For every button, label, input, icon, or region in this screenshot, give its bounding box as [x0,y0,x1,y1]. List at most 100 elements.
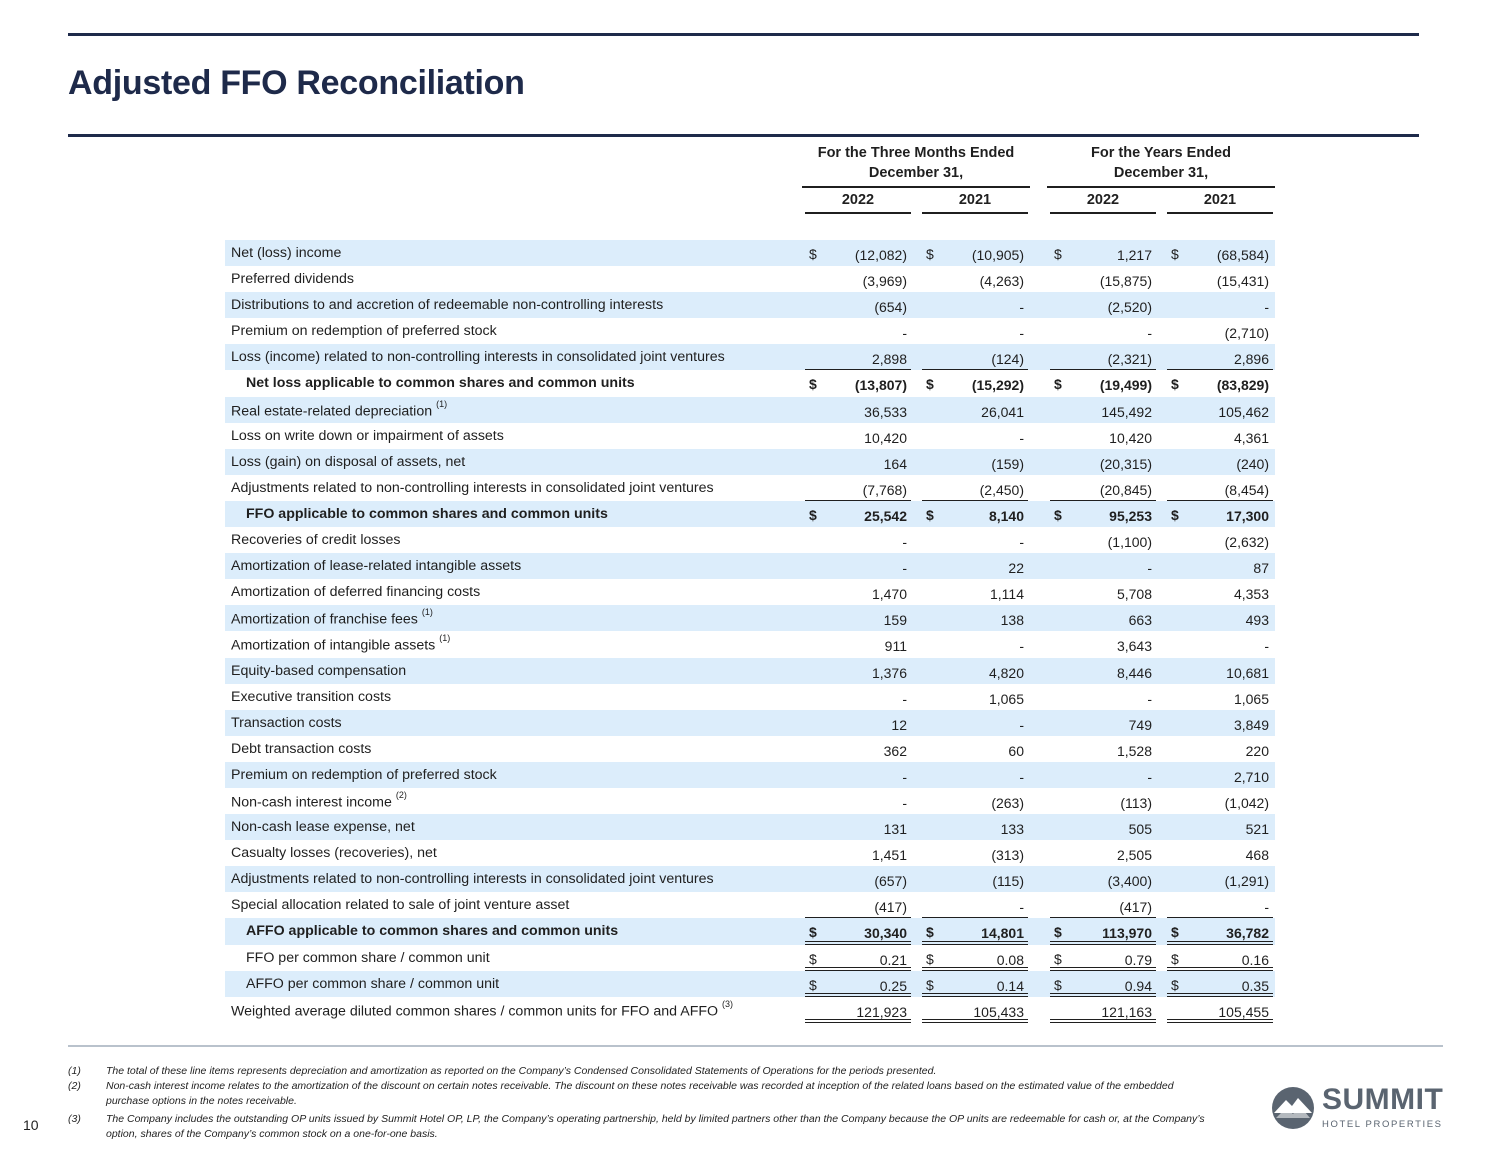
value-number: 133 [1000,821,1024,838]
value-number: 4,361 [1233,429,1269,446]
value-number: 113,970 [1102,925,1152,942]
value-cell: (417) [1050,892,1156,919]
value-cell: - [1167,292,1273,318]
value-cell: $1,217 [1050,240,1156,266]
value-number: 17,300 [1226,507,1269,524]
year-rule [922,212,1028,214]
value-number: - [1019,325,1024,342]
value-number: - [902,560,907,577]
row-label: Loss (income) related to non-controlling… [231,349,725,365]
value-number: (657) [874,873,907,890]
title-rule [68,134,1419,137]
value-number: (13,807) [854,377,907,394]
value-number: - [902,325,907,342]
row-label-text: Amortization of intangible assets [231,638,436,655]
row-label-text: Equity-based compensation [231,662,407,679]
dollar-sign: $ [1054,924,1062,941]
row-label-text: Casualty losses (recoveries), net [231,845,437,862]
value-number: 2,505 [1116,847,1152,864]
table-row: Amortization of intangible assets (1) 911… [225,631,1275,657]
value-number: - [1019,299,1024,316]
table-row: Debt transaction costs 362 60 1,528 220 [225,736,1275,762]
row-label: Net loss applicable to common shares and… [246,375,635,391]
value-number: (1,291) [1224,873,1269,890]
value-cell: - [1167,892,1273,919]
dollar-sign: $ [926,924,934,941]
value-cell: 105,462 [1167,397,1273,423]
value-cell: 493 [1167,605,1273,631]
value-cell: - [922,710,1028,736]
value-number: 95,253 [1109,507,1152,524]
value-cell: $0.14 [922,971,1028,997]
value-cell: $30,340 [805,918,911,945]
value-cell: - [922,423,1028,449]
year-header: 2021 [1203,192,1237,208]
value-cell: 105,455 [1167,997,1273,1023]
value-cell: - [922,762,1028,788]
value-cell: (313) [922,840,1028,866]
value-number: (2,710) [1224,325,1269,342]
cell-underline [1167,992,1273,997]
value-number: 36,782 [1226,925,1269,942]
row-label: Amortization of franchise fees (1) [231,607,433,628]
value-number: 0.08 [996,951,1024,968]
footnote-rule [68,1045,1443,1047]
value-number: 1,065 [988,690,1024,707]
value-number: (3,400) [1107,873,1152,890]
value-number: - [1264,899,1269,916]
value-number: 105,462 [1218,403,1269,420]
cell-underline [1167,940,1273,945]
value-cell: 4,361 [1167,423,1273,449]
value-cell: 145,492 [1050,397,1156,423]
value-cell: 138 [922,605,1028,631]
value-number: 4,353 [1233,586,1269,603]
value-cell: 36,533 [805,397,911,423]
value-cell: 1,065 [1167,684,1273,710]
value-cell: (2,632) [1167,527,1273,553]
dollar-sign: $ [809,976,817,993]
value-cell: $ (15,292) [922,370,1028,396]
value-number: 493 [1245,612,1269,629]
cell-underline [805,1018,911,1023]
value-cell: (2,710) [1167,318,1273,344]
value-cell: 1,376 [805,658,911,684]
value-number: 468 [1245,847,1269,864]
row-label-text: AFFO per common share / common unit [246,975,500,992]
value-number: (8,454) [1224,481,1269,498]
value-cell: 164 [805,449,911,475]
value-number: (2,520) [1107,299,1152,316]
row-label: Special allocation related to sale of jo… [231,897,569,913]
summit-logo: SUMMIT HOTEL PROPERTIES [1268,1083,1460,1133]
cell-underline [1050,992,1156,997]
cell-underline [1167,369,1273,371]
value-cell: $ (13,807) [805,370,911,396]
header-group-line1: For the Years Ended [1091,145,1231,161]
value-cell: 4,820 [922,658,1028,684]
value-number: 10,681 [1226,664,1269,681]
dollar-sign: $ [1171,246,1179,262]
header-group-line1: For the Three Months Ended [817,145,1015,161]
value-number: (159) [991,455,1024,472]
year-header: 2021 [958,192,992,208]
value-number: - [1147,325,1152,342]
table-row: AFFO per common share / common unit $0.25… [225,970,1275,997]
row-label-text: FFO per common share / common unit [246,949,490,966]
value-cell: 121,923 [805,997,911,1023]
value-cell: 3,643 [1050,631,1156,657]
row-label-text: Real estate-related depreciation [231,403,433,420]
cell-underline [922,966,1028,971]
value-number: - [902,794,907,811]
value-number: - [902,690,907,707]
value-number: 121,163 [1101,1003,1152,1020]
row-label-text: Recoveries of credit losses [231,532,401,549]
dollar-sign: $ [1054,246,1062,262]
value-cell: - [805,553,911,579]
value-cell: (159) [922,449,1028,475]
value-cell: 105,433 [922,997,1028,1023]
row-label-text: Debt transaction costs [231,740,372,757]
row-label-text: Adjustments related to non-controlling i… [231,871,714,888]
value-cell: (7,768) [805,475,911,501]
value-cell: $17,300 [1167,501,1273,527]
row-label: Equity-based compensation [231,663,406,679]
value-number: 10,420 [864,429,907,446]
